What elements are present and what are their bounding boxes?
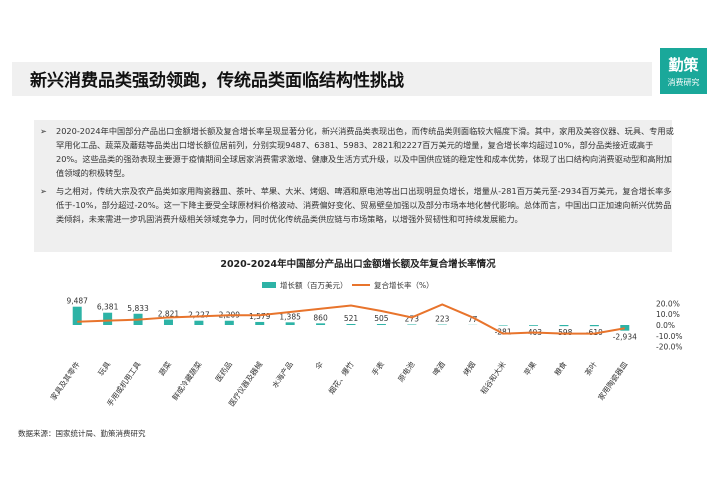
page-title: 新兴消费品类强劲领跑，传统品类面临结构性挑战	[30, 71, 404, 91]
x-tick-label: 啤酒	[430, 359, 447, 377]
x-tick-label: 玩具	[96, 360, 112, 378]
value-label: 521	[344, 314, 359, 323]
y2-tick-label: 10.0%	[656, 310, 680, 319]
x-tick-label: 烟花、爆竹	[326, 359, 356, 396]
value-label: 9,487	[66, 297, 88, 306]
value-label: -281	[495, 328, 512, 337]
chart: 2020-2024年中国部分产品出口金额增长额及年复合增长率情况 20.0% 10…	[48, 258, 683, 408]
bar	[589, 325, 599, 327]
source: 数据来源：国家统计局、勤策消费研究	[18, 429, 146, 438]
legend-swatch	[262, 282, 276, 288]
x-tick-label: 茶叶	[582, 359, 599, 377]
bullet: 与之相对，传统大宗及农产品类如家用陶瓷器皿、茶叶、苹果、大米、烤烟、啤酒和原电池…	[40, 184, 678, 226]
x-tick-label: 烤烟	[461, 359, 478, 377]
bar	[559, 325, 569, 327]
logo: 勤策 消费研究	[660, 48, 707, 94]
value-label: 223	[435, 315, 450, 324]
x-tick-label: 手表	[369, 359, 386, 377]
x-tick-label: 家用陶瓷器皿	[595, 359, 629, 402]
bar	[316, 323, 326, 325]
bar	[224, 320, 234, 325]
x-tick-label: 家具及其零件	[48, 359, 82, 402]
y2-tick-label: -10.0%	[656, 332, 683, 341]
x-tick-label: 伞	[313, 359, 326, 371]
value-label: 505	[374, 314, 389, 323]
bar	[163, 319, 173, 325]
value-label: 273	[405, 314, 420, 323]
bar	[255, 321, 265, 325]
value-label: 5,833	[127, 304, 149, 313]
y2-tick-label: -20.0%	[656, 343, 683, 352]
bullet: 2020-2024年中国部分产品出口金额增长额及复合增长率呈现显著分化，新兴消费…	[40, 124, 678, 180]
x-tick-label: 蔬菜	[156, 359, 173, 377]
title-bar	[12, 62, 652, 96]
value-label: 1,579	[249, 312, 271, 321]
bar	[620, 325, 630, 331]
bar	[72, 306, 82, 325]
legend-label: 复合增长率（%）	[374, 280, 434, 290]
x-tick-label: 粮食	[552, 359, 569, 377]
x-tick-label: 苹果	[521, 359, 538, 377]
legend-label: 增长额（百万美元）	[280, 280, 348, 290]
y2-tick-label: 0.0%	[656, 321, 675, 330]
x-tick-label: 稻谷和大米	[478, 359, 508, 396]
value-label: 1,385	[279, 312, 301, 321]
x-tick-label: 水海产品	[269, 359, 294, 389]
bar	[194, 320, 204, 325]
x-tick-label: 原电池	[395, 359, 416, 384]
bar	[529, 325, 539, 326]
value-label: -2,934	[613, 333, 637, 342]
value-label: 2,227	[188, 311, 210, 320]
bar	[376, 324, 386, 325]
logo-sub: 消费研究	[667, 78, 700, 87]
value-label: 860	[313, 313, 328, 322]
bar	[346, 323, 356, 325]
logo-main: 勤策	[668, 56, 699, 74]
value-label: 2,821	[158, 310, 180, 319]
x-tick-label: 医药品	[213, 359, 234, 383]
bar	[103, 312, 113, 325]
bar	[285, 322, 295, 325]
chart-title: 2020-2024年中国部分产品出口金额增长额及年复合增长率情况	[220, 258, 496, 270]
bar	[407, 324, 417, 325]
y2-tick-label: 20.0%	[656, 299, 680, 308]
line	[77, 303, 625, 335]
bar	[498, 325, 508, 326]
x-tick-label: 鲜或冷藏蔬菜	[170, 359, 204, 402]
value-label: 6,381	[97, 303, 119, 312]
value-label: 77	[468, 315, 478, 324]
